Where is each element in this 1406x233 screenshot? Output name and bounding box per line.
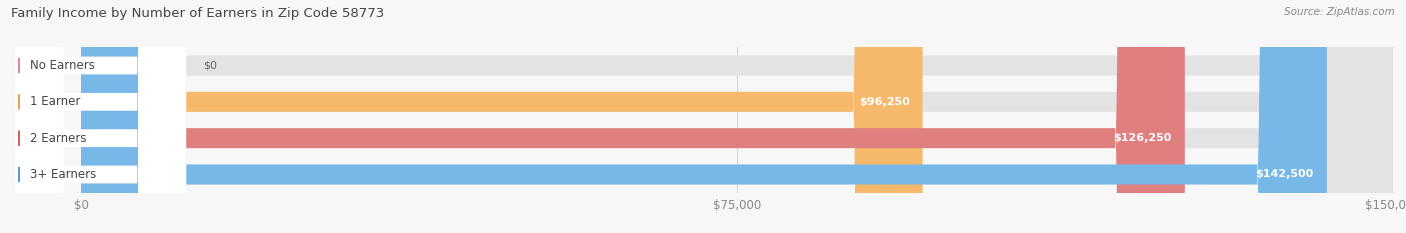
Text: 3+ Earners: 3+ Earners <box>30 168 96 181</box>
Text: 1 Earner: 1 Earner <box>30 95 80 108</box>
Text: $126,250: $126,250 <box>1114 133 1171 143</box>
FancyBboxPatch shape <box>82 0 1392 233</box>
FancyBboxPatch shape <box>82 0 922 233</box>
FancyBboxPatch shape <box>82 0 1392 233</box>
FancyBboxPatch shape <box>15 0 186 233</box>
FancyBboxPatch shape <box>15 0 186 233</box>
Text: Family Income by Number of Earners in Zip Code 58773: Family Income by Number of Earners in Zi… <box>11 7 384 20</box>
Text: $142,500: $142,500 <box>1256 169 1313 179</box>
Text: $0: $0 <box>204 61 218 71</box>
Text: $96,250: $96,250 <box>859 97 910 107</box>
Text: No Earners: No Earners <box>30 59 94 72</box>
FancyBboxPatch shape <box>82 0 1327 233</box>
FancyBboxPatch shape <box>15 0 186 233</box>
FancyBboxPatch shape <box>82 0 1185 233</box>
FancyBboxPatch shape <box>82 0 1392 233</box>
FancyBboxPatch shape <box>82 0 1392 233</box>
Text: 2 Earners: 2 Earners <box>30 132 86 145</box>
FancyBboxPatch shape <box>15 0 186 233</box>
Text: Source: ZipAtlas.com: Source: ZipAtlas.com <box>1284 7 1395 17</box>
